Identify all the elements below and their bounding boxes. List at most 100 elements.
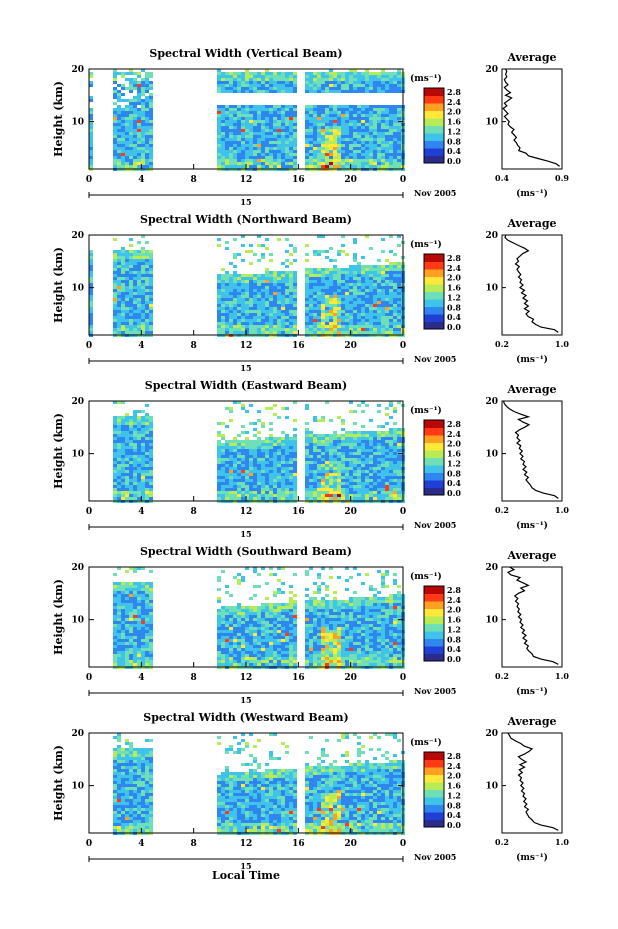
heatmap-cell — [285, 482, 289, 485]
heatmap-cell — [141, 84, 145, 87]
heatmap-cell — [389, 147, 393, 150]
heatmap-cell — [233, 135, 237, 138]
heatmap-cell — [309, 464, 313, 467]
heatmap-cell — [265, 289, 269, 292]
heatmap-cell — [313, 159, 317, 162]
heatmap-cell — [225, 150, 229, 153]
heatmap-cell — [257, 482, 261, 485]
heatmap-cell — [357, 159, 361, 162]
heatmap-cell — [149, 120, 153, 123]
heatmap-cell — [113, 265, 117, 268]
heatmap-cell — [121, 645, 125, 648]
heatmap-cell — [333, 313, 337, 316]
heatmap-cell — [141, 144, 145, 147]
heatmap-cell — [277, 286, 281, 289]
heatmap-cell — [397, 87, 401, 90]
heatmap-cell — [353, 120, 357, 123]
heatmap-cell — [237, 283, 241, 286]
heatmap-cell — [265, 105, 269, 108]
heatmap-cell — [377, 129, 381, 132]
heatmap-cell — [225, 129, 229, 132]
heatmap-cell — [133, 111, 137, 114]
heatmap-cell — [317, 491, 321, 494]
heatmap-cell — [145, 630, 149, 633]
heatmap-cell — [117, 476, 121, 479]
heatmap-cell — [269, 301, 273, 304]
heatmap-cell — [141, 663, 145, 666]
heatmap-cell — [233, 280, 237, 283]
heatmap-cell — [269, 422, 273, 425]
heatmap-cell — [349, 446, 353, 449]
heatmap-cell — [257, 491, 261, 494]
heatmap-cell — [321, 141, 325, 144]
heatmap-cell — [309, 479, 313, 482]
heatmap-cell — [361, 446, 365, 449]
heatmap-cell — [133, 277, 137, 280]
heatmap-cell — [261, 135, 265, 138]
heatmap-cell — [217, 304, 221, 307]
heatmap-cell — [293, 316, 297, 319]
heatmap-cell — [349, 328, 353, 331]
heatmap-cell — [257, 244, 261, 247]
heatmap-cell — [333, 126, 337, 129]
heatmap-cell — [265, 322, 269, 325]
heatmap-cell — [289, 153, 293, 156]
heatmap-cell — [393, 325, 397, 328]
heatmap-cell — [133, 132, 137, 135]
heatmap-cell — [241, 316, 245, 319]
heatmap-cell — [341, 304, 345, 307]
heatmap-cell — [285, 105, 289, 108]
heatmap-cell — [333, 162, 337, 165]
heatmap-cell — [249, 138, 253, 141]
heatmap-cell — [321, 455, 325, 458]
heatmap-cell — [329, 491, 333, 494]
heatmap-cell — [125, 274, 129, 277]
heatmap-cell — [261, 165, 265, 168]
heatmap-cell — [385, 108, 389, 111]
heatmap-cell — [133, 488, 137, 491]
heatmap-cell — [385, 271, 389, 274]
heatmap-cell — [269, 153, 273, 156]
heatmap-cell — [377, 72, 381, 75]
heatmap-cell — [285, 494, 289, 497]
heatmap-cell — [389, 328, 393, 331]
heatmap-cell — [357, 331, 361, 334]
heatmap-cell — [149, 464, 153, 467]
heatmap-cell — [337, 488, 341, 491]
heatmap-cell — [241, 491, 245, 494]
heatmap-cell — [125, 162, 129, 165]
heatmap-cell — [345, 280, 349, 283]
heatmap-cell — [329, 470, 333, 473]
heatmap-cell — [321, 123, 325, 126]
heatmap-cell — [357, 494, 361, 497]
heatmap-cell — [325, 449, 329, 452]
heatmap-cell — [373, 482, 377, 485]
heatmap-cell — [125, 165, 129, 168]
heatmap-cell — [145, 84, 149, 87]
heatmap-cell — [137, 93, 141, 96]
heatmap-cell — [229, 325, 233, 328]
heatmap-cell — [357, 90, 361, 93]
heatmap-cell — [293, 132, 297, 135]
heatmap-cell — [269, 286, 273, 289]
heatmap-cell — [325, 497, 329, 500]
heatmap-cell — [125, 301, 129, 304]
heatmap-cell — [277, 123, 281, 126]
heatmap-cell — [245, 431, 249, 434]
heatmap-cell — [373, 108, 377, 111]
heatmap-cell — [237, 147, 241, 150]
heatmap-cell — [149, 446, 153, 449]
heatmap-cell — [369, 277, 373, 280]
heatmap-cell — [117, 250, 121, 253]
heatmap-cell — [113, 615, 117, 618]
heatmap-cell — [333, 304, 337, 307]
heatmap-cell — [329, 69, 333, 72]
average-unit: (ms⁻¹) — [516, 354, 548, 365]
heatmap-cell — [221, 488, 225, 491]
heatmap-cell — [129, 283, 133, 286]
heatmap-cell — [381, 138, 385, 141]
heatmap-cell — [217, 310, 221, 313]
heatmap-cell — [265, 159, 269, 162]
heatmap-cell — [381, 117, 385, 120]
heatmap-cell — [345, 156, 349, 159]
